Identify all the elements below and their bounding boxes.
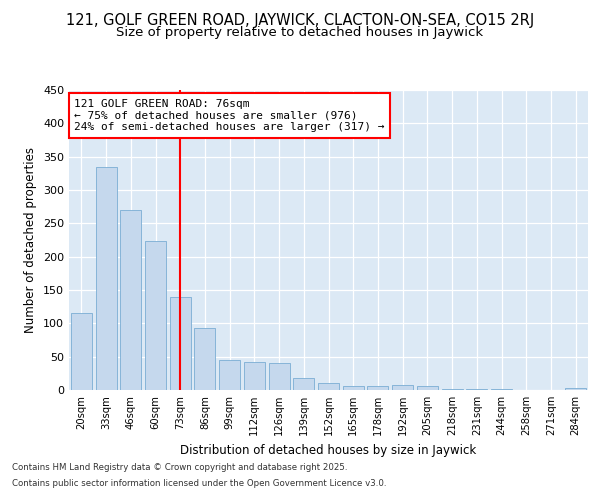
- Bar: [71, 312, 92, 390]
- X-axis label: Distribution of detached houses by size in Jaywick: Distribution of detached houses by size …: [181, 444, 476, 456]
- Bar: [269, 364, 290, 390]
- Text: Contains HM Land Registry data © Crown copyright and database right 2025.: Contains HM Land Registry data © Crown c…: [12, 464, 347, 472]
- Bar: [417, 386, 438, 390]
- Y-axis label: Number of detached properties: Number of detached properties: [25, 147, 37, 333]
- Bar: [367, 386, 388, 390]
- Text: 121 GOLF GREEN ROAD: 76sqm
← 75% of detached houses are smaller (976)
24% of sem: 121 GOLF GREEN ROAD: 76sqm ← 75% of deta…: [74, 99, 385, 132]
- Bar: [565, 388, 586, 390]
- Bar: [194, 328, 215, 390]
- Bar: [293, 378, 314, 390]
- Bar: [145, 240, 166, 390]
- Bar: [343, 386, 364, 390]
- Bar: [170, 296, 191, 390]
- Text: 121, GOLF GREEN ROAD, JAYWICK, CLACTON-ON-SEA, CO15 2RJ: 121, GOLF GREEN ROAD, JAYWICK, CLACTON-O…: [66, 12, 534, 28]
- Bar: [466, 388, 487, 390]
- Bar: [392, 386, 413, 390]
- Bar: [442, 388, 463, 390]
- Text: Size of property relative to detached houses in Jaywick: Size of property relative to detached ho…: [116, 26, 484, 39]
- Bar: [244, 362, 265, 390]
- Bar: [219, 360, 240, 390]
- Bar: [318, 384, 339, 390]
- Text: Contains public sector information licensed under the Open Government Licence v3: Contains public sector information licen…: [12, 478, 386, 488]
- Bar: [95, 166, 116, 390]
- Bar: [120, 210, 141, 390]
